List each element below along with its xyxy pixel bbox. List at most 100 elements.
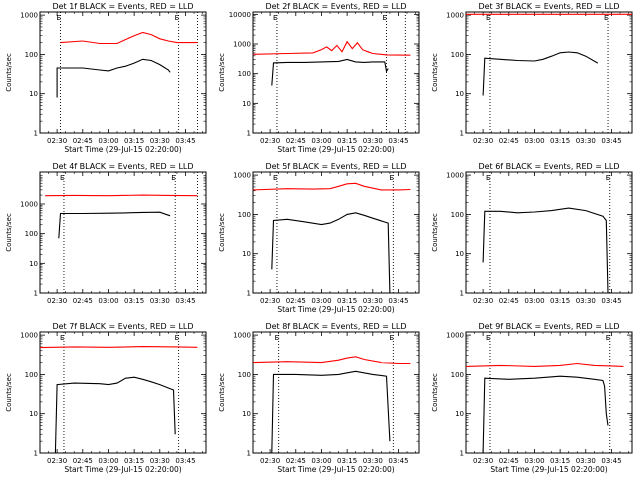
x-tick-label: 02:30: [260, 457, 280, 465]
y-tick-label: 1: [34, 290, 38, 298]
x-axis-label: Start Time (29-Jul-15 02:20:00): [64, 145, 181, 154]
events-series-line: [482, 375, 609, 454]
lld-series-line: [39, 346, 198, 349]
x-tick-label: 03:00: [311, 457, 331, 465]
detector-panel: Det 5f BLACK = Events, RED = LLD 1 10 100 10…: [213, 160, 426, 320]
chart-title: Det 3f BLACK = Events, RED = LLD: [478, 2, 619, 11]
events-series-line: [56, 58, 171, 98]
x-tick-label: 02:30: [473, 137, 493, 145]
plot-frame: [252, 331, 420, 454]
y-tick-label: 10: [455, 90, 464, 98]
y-tick-label: 100: [238, 211, 251, 219]
x-tick-label: 03:30: [576, 457, 596, 465]
x-tick-label: 02:45: [286, 457, 306, 465]
y-tick-label: 1: [460, 290, 464, 298]
detector-panel: Det 4f BLACK = Events, RED = LLD 1 10 100 10…: [0, 160, 213, 320]
event-marker-label: E: [273, 14, 277, 22]
x-tick-label: 03:30: [363, 137, 383, 145]
events-series-line: [271, 58, 389, 86]
x-tick-label: 03:30: [363, 457, 383, 465]
x-tick-label: 03:30: [576, 137, 596, 145]
y-tick-label: 1000: [233, 172, 251, 180]
chart-svg: Det 4f BLACK = Events, RED = LLD 1 10 100 10…: [5, 162, 207, 305]
chart-svg: Det 1f BLACK = Events, RED = LLD 1 10 100 10…: [5, 2, 207, 154]
events-series-line: [58, 211, 171, 239]
x-tick-label: 02:45: [499, 137, 519, 145]
chart-title: Det 7f BLACK = Events, RED = LLD: [52, 322, 193, 331]
x-tick-label: 03:00: [311, 297, 331, 305]
x-tick-label: 03:30: [576, 297, 596, 305]
x-tick-label: 03:15: [550, 457, 570, 465]
chart-svg: Det 6f BLACK = Events, RED = LLD 1 10 100 10…: [431, 162, 633, 305]
lld-series-line: [252, 40, 411, 56]
x-tick-label: 03:15: [124, 297, 144, 305]
x-tick-label: 03:45: [388, 457, 408, 465]
chart-title: Det 4f BLACK = Events, RED = LLD: [52, 162, 193, 171]
chart-svg: Det 9f BLACK = Events, RED = LLD 1 10 100 10…: [431, 322, 633, 474]
x-tick-label: 03:00: [98, 297, 118, 305]
x-tick-label: 03:00: [524, 297, 544, 305]
x-axis-label: Start Time (29-Jul-15 02:20:00): [277, 145, 394, 154]
event-marker-label: E: [486, 334, 490, 342]
detector-panel: Det 6f BLACK = Events, RED = LLD 1 10 100 10…: [426, 160, 639, 320]
y-tick-label: 1000: [233, 41, 251, 49]
plot-frame: [252, 171, 420, 294]
chart-title: Det 6f BLACK = Events, RED = LLD: [478, 162, 619, 171]
y-tick-label: 1000: [446, 172, 464, 180]
y-tick-label: 1000: [446, 12, 464, 20]
y-tick-label: 1: [34, 450, 38, 458]
y-tick-label: 10: [29, 260, 38, 268]
y-axis-label: Counts/sec: [5, 373, 13, 412]
y-tick-label: 100: [238, 371, 251, 379]
y-tick-label: 10: [455, 410, 464, 418]
y-tick-label: 10: [29, 410, 38, 418]
y-tick-label: 1000: [446, 332, 464, 340]
y-tick-label: 100: [238, 70, 251, 78]
plot-frame: [39, 331, 207, 454]
event-marker-label: E: [486, 14, 490, 22]
x-tick-label: 02:30: [47, 297, 67, 305]
event-marker-label: E: [389, 174, 393, 182]
event-marker-label: E: [486, 174, 490, 182]
x-tick-label: 03:15: [337, 297, 357, 305]
events-series-line: [482, 51, 599, 96]
x-tick-label: 02:30: [473, 297, 493, 305]
y-tick-label: 100: [25, 51, 38, 59]
y-axis-label: Counts/sec: [431, 373, 439, 412]
lld-series-line: [252, 356, 411, 365]
y-tick-label: 10: [242, 250, 251, 258]
y-tick-label: 1: [247, 450, 251, 458]
x-tick-label: 02:45: [499, 297, 519, 305]
x-tick-label: 03:45: [601, 297, 621, 305]
y-axis-label: Counts/sec: [5, 213, 13, 252]
chart-title: Det 2f BLACK = Events, RED = LLD: [265, 2, 406, 11]
y-tick-label: 1: [460, 450, 464, 458]
events-series-line: [54, 376, 176, 454]
x-tick-label: 03:30: [150, 297, 170, 305]
plot-frame: [465, 331, 633, 454]
lld-series-line: [252, 182, 411, 191]
y-tick-label: 1000: [20, 332, 38, 340]
x-tick-label: 02:45: [286, 137, 306, 145]
y-axis-label: Counts/sec: [431, 53, 439, 92]
detector-panel: Det 1f BLACK = Events, RED = LLD 1 10 100 10…: [0, 0, 213, 160]
plot-frame: [252, 11, 420, 134]
event-marker-label: E: [175, 14, 179, 22]
y-tick-label: 100: [451, 371, 464, 379]
x-axis-label: Start Time (29-Jul-15 02:20:00): [277, 465, 394, 474]
x-axis-label: Start Time (29-Jul-15 02:20:00): [64, 465, 181, 474]
x-tick-label: 03:30: [363, 297, 383, 305]
plot-frame: [39, 171, 207, 294]
event-marker-label: E: [273, 174, 277, 182]
x-tick-label: 03:15: [337, 137, 357, 145]
lld-series-line: [465, 362, 624, 367]
y-tick-label: 1000: [20, 201, 38, 209]
event-marker-label: E: [57, 14, 61, 22]
y-tick-label: 1: [247, 290, 251, 298]
y-tick-label: 1: [460, 130, 464, 138]
plot-frame: [39, 11, 207, 134]
x-axis-label: Start Time (29-Jul-15 02:20:00): [490, 465, 607, 474]
event-marker-label: E: [171, 174, 175, 182]
event-marker-label: E: [389, 334, 393, 342]
